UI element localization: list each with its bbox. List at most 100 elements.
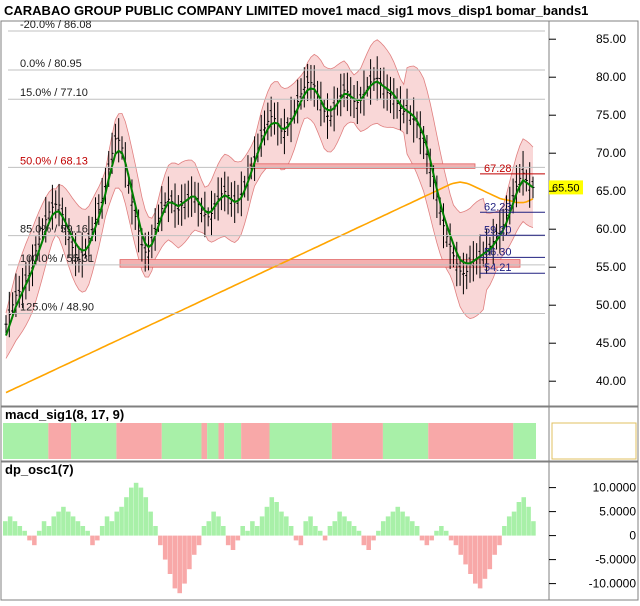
- oscillator-axis-label: 5.0000: [599, 505, 636, 519]
- current-price-marker: [549, 180, 583, 195]
- price-axis-label: 80.00: [596, 70, 626, 84]
- oscillator-bar: [187, 535, 192, 570]
- oscillator-bar: [259, 516, 265, 536]
- price-axis-label: 55.00: [596, 260, 626, 274]
- macd-segment: [331, 423, 383, 459]
- oscillator-bar: [361, 535, 367, 546]
- oscillator-axis-panel: [548, 461, 639, 601]
- oscillator-bar: [32, 535, 37, 546]
- oscillator-panel-title: dp_osc1(7): [5, 462, 74, 477]
- oscillator-bar: [502, 526, 507, 536]
- fib-level-label: 50.0% / 68.13: [20, 155, 88, 167]
- macd-segment: [48, 423, 72, 459]
- oscillator-bar: [264, 506, 270, 536]
- oscillator-bar: [133, 482, 139, 536]
- oscillator-bar: [196, 535, 202, 546]
- oscillator-bar: [414, 526, 420, 536]
- oscillator-bar: [124, 497, 129, 536]
- oscillator-bar: [65, 511, 71, 536]
- price-axis-label: 70.00: [596, 146, 626, 160]
- oscillator-bar: [521, 497, 527, 536]
- price-axis-label: 65.00: [596, 184, 626, 198]
- oscillator-bar: [128, 487, 134, 536]
- oscillator-bar: [380, 521, 386, 536]
- oscillator-bar: [46, 526, 52, 536]
- oscillator-bar: [177, 535, 182, 594]
- oscillator-bar: [439, 526, 444, 536]
- oscillator-bar: [482, 535, 488, 579]
- price-axis-panel: [548, 20, 639, 407]
- oscillator-bar: [56, 511, 61, 536]
- oscillator-bar: [516, 502, 522, 536]
- oscillator-bar: [80, 526, 86, 536]
- oscillator-bar: [41, 521, 47, 536]
- oscillator-bar: [303, 521, 308, 536]
- fib-level-label: 100.0% / 55.31: [20, 253, 94, 265]
- right-level-label: 56.30: [484, 246, 512, 258]
- oscillator-axis-label: 10.0000: [593, 481, 637, 495]
- fib-level-label: 15.0% / 77.10: [20, 87, 88, 99]
- oscillator-bar: [347, 521, 352, 536]
- oscillator-bar: [390, 511, 396, 536]
- oscillator-bar: [12, 521, 18, 536]
- oscillator-bar: [298, 535, 304, 546]
- macd-segment: [201, 423, 208, 459]
- fib-level-label: -20.0% / 86.08: [20, 19, 92, 31]
- oscillator-bar: [293, 535, 299, 541]
- macd-segment: [207, 423, 219, 459]
- oscillator-bar: [284, 516, 289, 536]
- oscillator-bar: [182, 535, 187, 584]
- fast-moving-average-line: [5, 80, 534, 336]
- macd-panel-title: macd_sig1(8, 17, 9): [5, 407, 124, 422]
- oscillator-bar: [443, 530, 449, 536]
- macd-segment: [269, 423, 332, 459]
- oscillator-bar: [458, 535, 464, 555]
- oscillator-bar: [356, 530, 362, 536]
- oscillator-bar: [279, 511, 284, 536]
- oscillator-bar: [114, 511, 119, 536]
- oscillator-bar: [36, 530, 42, 536]
- price-axis-label: 60.00: [596, 222, 626, 236]
- oscillator-bar: [7, 516, 13, 536]
- price-axis-label: 50.00: [596, 298, 626, 312]
- oscillator-bar: [216, 516, 221, 536]
- oscillator-bar: [327, 526, 333, 536]
- right-level-label: 59.20: [484, 224, 512, 236]
- fib-level-label: 85.0% / 59.16: [20, 224, 88, 236]
- oscillator-bar: [206, 521, 212, 536]
- oscillator-bar: [17, 526, 23, 536]
- price-axis-label: 45.00: [596, 336, 626, 350]
- oscillator-bar: [85, 530, 90, 536]
- price-axis-label: 75.00: [596, 108, 626, 122]
- oscillator-bar: [119, 506, 124, 536]
- oscillator-bar: [424, 535, 430, 546]
- oscillator-bar: [90, 535, 95, 546]
- oscillator-bar: [288, 526, 294, 536]
- oscillator-bar: [405, 516, 410, 536]
- oscillator-bar: [143, 497, 149, 536]
- oscillator-bar: [313, 526, 318, 536]
- oscillator-bar: [274, 502, 279, 536]
- oscillator-bar: [463, 535, 468, 565]
- oscillator-bar: [201, 526, 207, 536]
- oscillator-bar: [366, 535, 371, 550]
- oscillator-bar: [230, 535, 236, 550]
- oscillator-bar: [410, 521, 415, 536]
- oscillator-bar: [477, 535, 483, 589]
- oscillator-bar: [385, 516, 391, 536]
- macd-segment: [218, 423, 225, 459]
- macd-segment: [161, 423, 202, 459]
- oscillator-bar: [211, 511, 216, 536]
- oscillator-bar: [531, 521, 536, 536]
- oscillator-axis-label: -10.0000: [589, 577, 637, 591]
- oscillator-bar: [225, 535, 231, 546]
- oscillator-bar: [235, 535, 241, 541]
- support-zone: [119, 259, 521, 268]
- macd-segment: [116, 423, 162, 459]
- oscillator-bar: [419, 535, 425, 541]
- price-axis-label: 85.00: [596, 32, 626, 46]
- support-zone: [249, 163, 476, 169]
- oscillator-axis-label: -5.0000: [595, 553, 636, 567]
